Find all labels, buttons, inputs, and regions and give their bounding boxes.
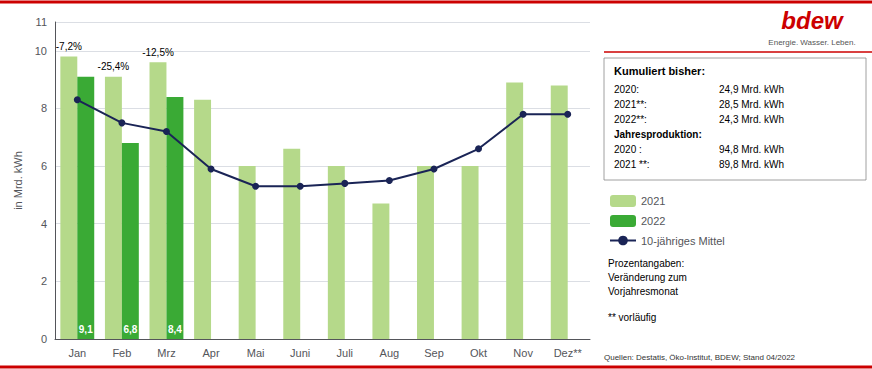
svg-text:0: 0 bbox=[41, 333, 47, 345]
svg-text:10-jähriges Mittel: 10-jähriges Mittel bbox=[641, 235, 725, 247]
svg-text:9,1: 9,1 bbox=[79, 324, 93, 335]
svg-text:Dez**: Dez** bbox=[554, 347, 583, 359]
svg-text:Mai: Mai bbox=[247, 347, 265, 359]
svg-text:89,8 Mrd. kWh: 89,8 Mrd. kWh bbox=[719, 159, 784, 170]
svg-text:Feb: Feb bbox=[112, 347, 131, 359]
svg-text:94,8 Mrd. kWh: 94,8 Mrd. kWh bbox=[719, 144, 784, 155]
svg-text:2: 2 bbox=[41, 275, 47, 287]
svg-text:Nov: Nov bbox=[513, 347, 533, 359]
svg-text:-12,5%: -12,5% bbox=[142, 47, 174, 58]
svg-text:2021: 2021 bbox=[641, 195, 665, 207]
svg-text:8: 8 bbox=[41, 102, 47, 114]
svg-text:Juli: Juli bbox=[337, 347, 354, 359]
svg-text:6: 6 bbox=[41, 160, 47, 172]
svg-text:2021 **:: 2021 **: bbox=[614, 159, 650, 170]
svg-text:6,8: 6,8 bbox=[123, 324, 137, 335]
svg-text:8,4: 8,4 bbox=[168, 324, 182, 335]
svg-text:Prozentangaben:: Prozentangaben: bbox=[608, 258, 684, 269]
svg-text:Juni: Juni bbox=[290, 347, 310, 359]
svg-text:28,5 Mrd. kWh: 28,5 Mrd. kWh bbox=[719, 99, 784, 110]
svg-text:24,9 Mrd. kWh: 24,9 Mrd. kWh bbox=[719, 84, 784, 95]
svg-text:bdew: bdew bbox=[781, 7, 844, 34]
svg-text:** vorläufig: ** vorläufig bbox=[608, 312, 656, 323]
svg-text:2020:: 2020: bbox=[614, 84, 639, 95]
svg-text:-25,4%: -25,4% bbox=[98, 61, 130, 72]
svg-text:2020 :: 2020 : bbox=[614, 144, 642, 155]
svg-text:Sep: Sep bbox=[424, 347, 444, 359]
svg-text:4: 4 bbox=[41, 218, 47, 230]
svg-text:Veränderung zum: Veränderung zum bbox=[608, 272, 687, 283]
svg-text:24,3 Mrd. kWh: 24,3 Mrd. kWh bbox=[719, 114, 784, 125]
svg-text:Apr: Apr bbox=[202, 347, 219, 359]
svg-text:Jan: Jan bbox=[68, 347, 86, 359]
svg-text:Jahresproduktion:: Jahresproduktion: bbox=[614, 129, 702, 140]
svg-text:in Mrd. kWh: in Mrd. kWh bbox=[12, 151, 24, 210]
svg-text:Okt: Okt bbox=[470, 347, 487, 359]
svg-text:-7,2%: -7,2% bbox=[56, 41, 82, 52]
svg-text:Vorjahresmonat: Vorjahresmonat bbox=[608, 286, 678, 297]
svg-text:Mrz: Mrz bbox=[157, 347, 175, 359]
svg-text:Kumuliert bisher:: Kumuliert bisher: bbox=[614, 65, 705, 77]
svg-text:Quellen: Destatis, Öko-Institu: Quellen: Destatis, Öko-Institut, BDEW; S… bbox=[604, 353, 796, 362]
svg-text:2022: 2022 bbox=[641, 215, 665, 227]
svg-text:2021**:: 2021**: bbox=[614, 99, 647, 110]
svg-text:11: 11 bbox=[36, 16, 47, 28]
svg-text:Aug: Aug bbox=[380, 347, 400, 359]
svg-text:2022**:: 2022**: bbox=[614, 114, 647, 125]
svg-text:10: 10 bbox=[35, 45, 47, 57]
svg-text:Energie. Wasser. Leben.: Energie. Wasser. Leben. bbox=[768, 38, 855, 47]
